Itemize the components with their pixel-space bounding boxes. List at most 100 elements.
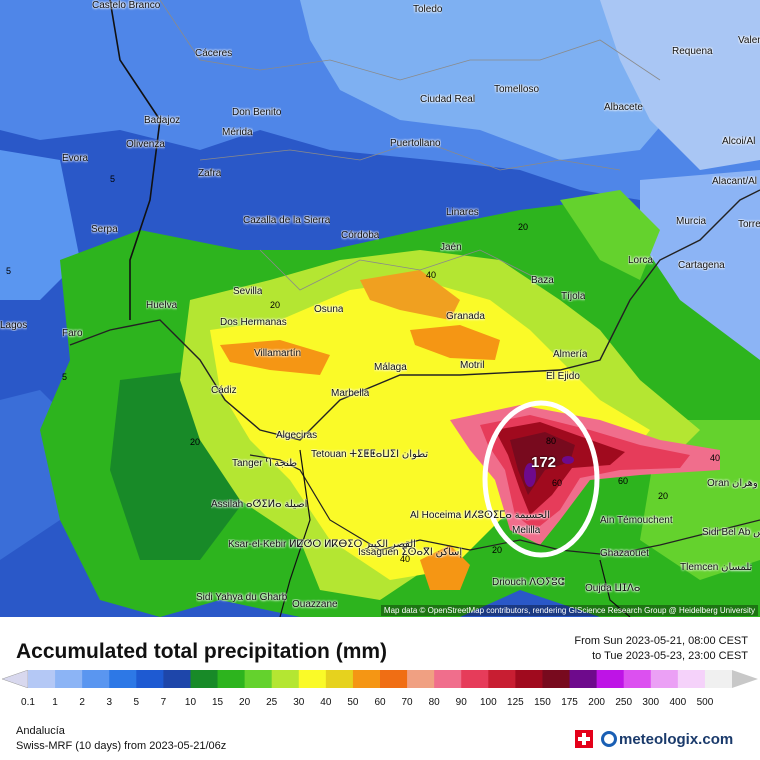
precipitation-map[interactable]: Castelo Branco Toledo Cáceres Requena Ciudad… [0,0,760,617]
legend-tick-label: 15 [211,697,224,708]
legend-swatch [163,670,191,688]
city-label: Mérida [222,127,253,138]
legend-swatch [136,670,164,688]
city-label: Puertollano [390,138,441,149]
city-label: Villamartín [254,348,302,359]
city-label: Valencia [738,35,760,46]
isoline-label: 5 [110,174,116,184]
legend-tick-label: 2 [79,697,85,708]
legend-tick-label: 3 [106,697,112,708]
city-label: Córdoba [341,230,380,241]
period-from: From Sun 2023-05-21, 08:00 CEST [574,635,748,647]
city-label: Lagos [0,320,28,331]
city-label: Melilla [512,525,541,536]
legend-tick-label: 70 [401,697,413,708]
city-label: Al Hoceima ⵍⵃⵓⵙⵉⵎⴰ الحسيمة [410,510,551,521]
legend-tick-label: 5 [133,697,140,708]
city-label: Faro [62,328,83,339]
city-label: Tlemcen تلمسان [680,562,753,573]
legend-swatch [325,670,354,688]
legend-swatch [109,670,137,688]
city-label: Ksar-el-Kebir ⵍⵇⵚⵔ ⵍⴽⴱⵉⵔ القصر الكبير [228,539,416,550]
legend-tick-label: 175 [561,697,578,708]
city-label: Huelva [146,300,178,311]
legend-swatch [515,670,543,688]
city-label: Tetouan ⵜⵉⵟⵟⴰⵡⵉⵏ تطوان [311,449,429,460]
city-label: Almería [553,349,588,360]
precipitation-field [0,0,760,617]
legend-swatch [623,670,652,688]
city-label: Murcia [676,216,707,227]
city-label: Motril [460,360,485,371]
legend-tick-label: 125 [507,697,524,708]
legend-tick-label: 30 [293,697,305,708]
isoline-label: 60 [552,478,563,488]
meteologix-logo-icon [601,731,617,747]
city-label: Alcoi/Al [722,136,756,147]
brand-name: meteologix.com [619,730,734,748]
legend-swatch [82,670,110,688]
city-label: Zafra [198,168,222,179]
legend-swatch [190,670,219,688]
legend-tick-label: 300 [642,697,660,708]
color-legend [2,670,758,688]
legend-swatch [569,670,598,688]
brand[interactable]: meteologix.com [575,730,733,748]
city-label: Tíjola [561,291,586,302]
city-label: Issaguen ⵉⵙⴰⴳⵏ إساكن [358,547,463,558]
model-run-info: Swiss-MRF (10 days) from 2023-05-21/06z [16,740,227,752]
city-label: Cáceres [195,48,233,59]
legend-tick-label: 500 [696,697,714,708]
legend-tick-label: 25 [266,697,278,708]
city-label: Algeciras [276,430,318,441]
city-label: Badajoz [144,115,181,126]
isoline-label: 5 [62,372,68,382]
map-attribution[interactable]: Map data © OpenStreetMap contributors, r… [380,605,758,616]
legend-underflow-arrow [2,670,29,688]
legend-swatch [596,670,625,688]
legend-swatch [434,670,462,688]
city-label: Linares [446,207,479,218]
legend-swatch [407,670,435,688]
city-label: Oran وهران [707,478,758,489]
city-label: Ouazzane [292,599,338,610]
legend-tick-label: 200 [588,697,605,708]
city-label: Serpa [91,224,118,235]
legend-swatch [271,670,300,688]
city-label: Sevilla [233,286,263,297]
city-label: Requena [672,46,713,57]
isoline-label: 20 [518,222,529,232]
legend-tick-label: 80 [428,697,440,708]
legend-tick-label: 150 [534,697,551,708]
city-label: Ghazaouet [600,548,649,559]
legend-swatch [677,670,706,688]
city-label: Castelo Branco [92,0,161,11]
legend-tick-label: 1 [52,697,58,708]
isoline-label: 60 [618,476,629,486]
city-label: Driouch ⴷⵔⵢⵓⵛ [492,577,565,588]
legend-overflow-arrow [732,670,758,688]
legend-tick-label: 7 [160,697,167,708]
city-label: Olivenza [126,139,165,150]
legend-swatch [298,670,327,688]
legend-swatch [244,670,273,688]
isoline-label: 80 [546,436,557,446]
city-label: Marbella [331,388,370,399]
city-label: Évora [62,153,89,164]
city-label: Cartagena [678,260,725,271]
city-label: Jaén [440,242,462,253]
legend-swatch [55,670,83,688]
city-label: Cádiz [211,385,237,396]
period-to: to Tue 2023-05-23, 23:00 CEST [592,650,748,662]
city-label: Sidi Yahya du Gharb [196,592,288,603]
legend-swatch [488,670,516,688]
city-label: Oujda ⵡⵊⴷⴰ [585,583,641,594]
isoline-label: 5 [6,266,12,276]
legend-tick-label: 90 [455,697,467,708]
city-label: Baza [531,275,554,286]
legend-swatch [380,670,408,688]
city-label: Alacant/Al [712,176,758,187]
isoline-label: 20 [492,545,503,555]
city-label: El Ejido [546,371,580,382]
isoline-label: 40 [426,270,437,280]
